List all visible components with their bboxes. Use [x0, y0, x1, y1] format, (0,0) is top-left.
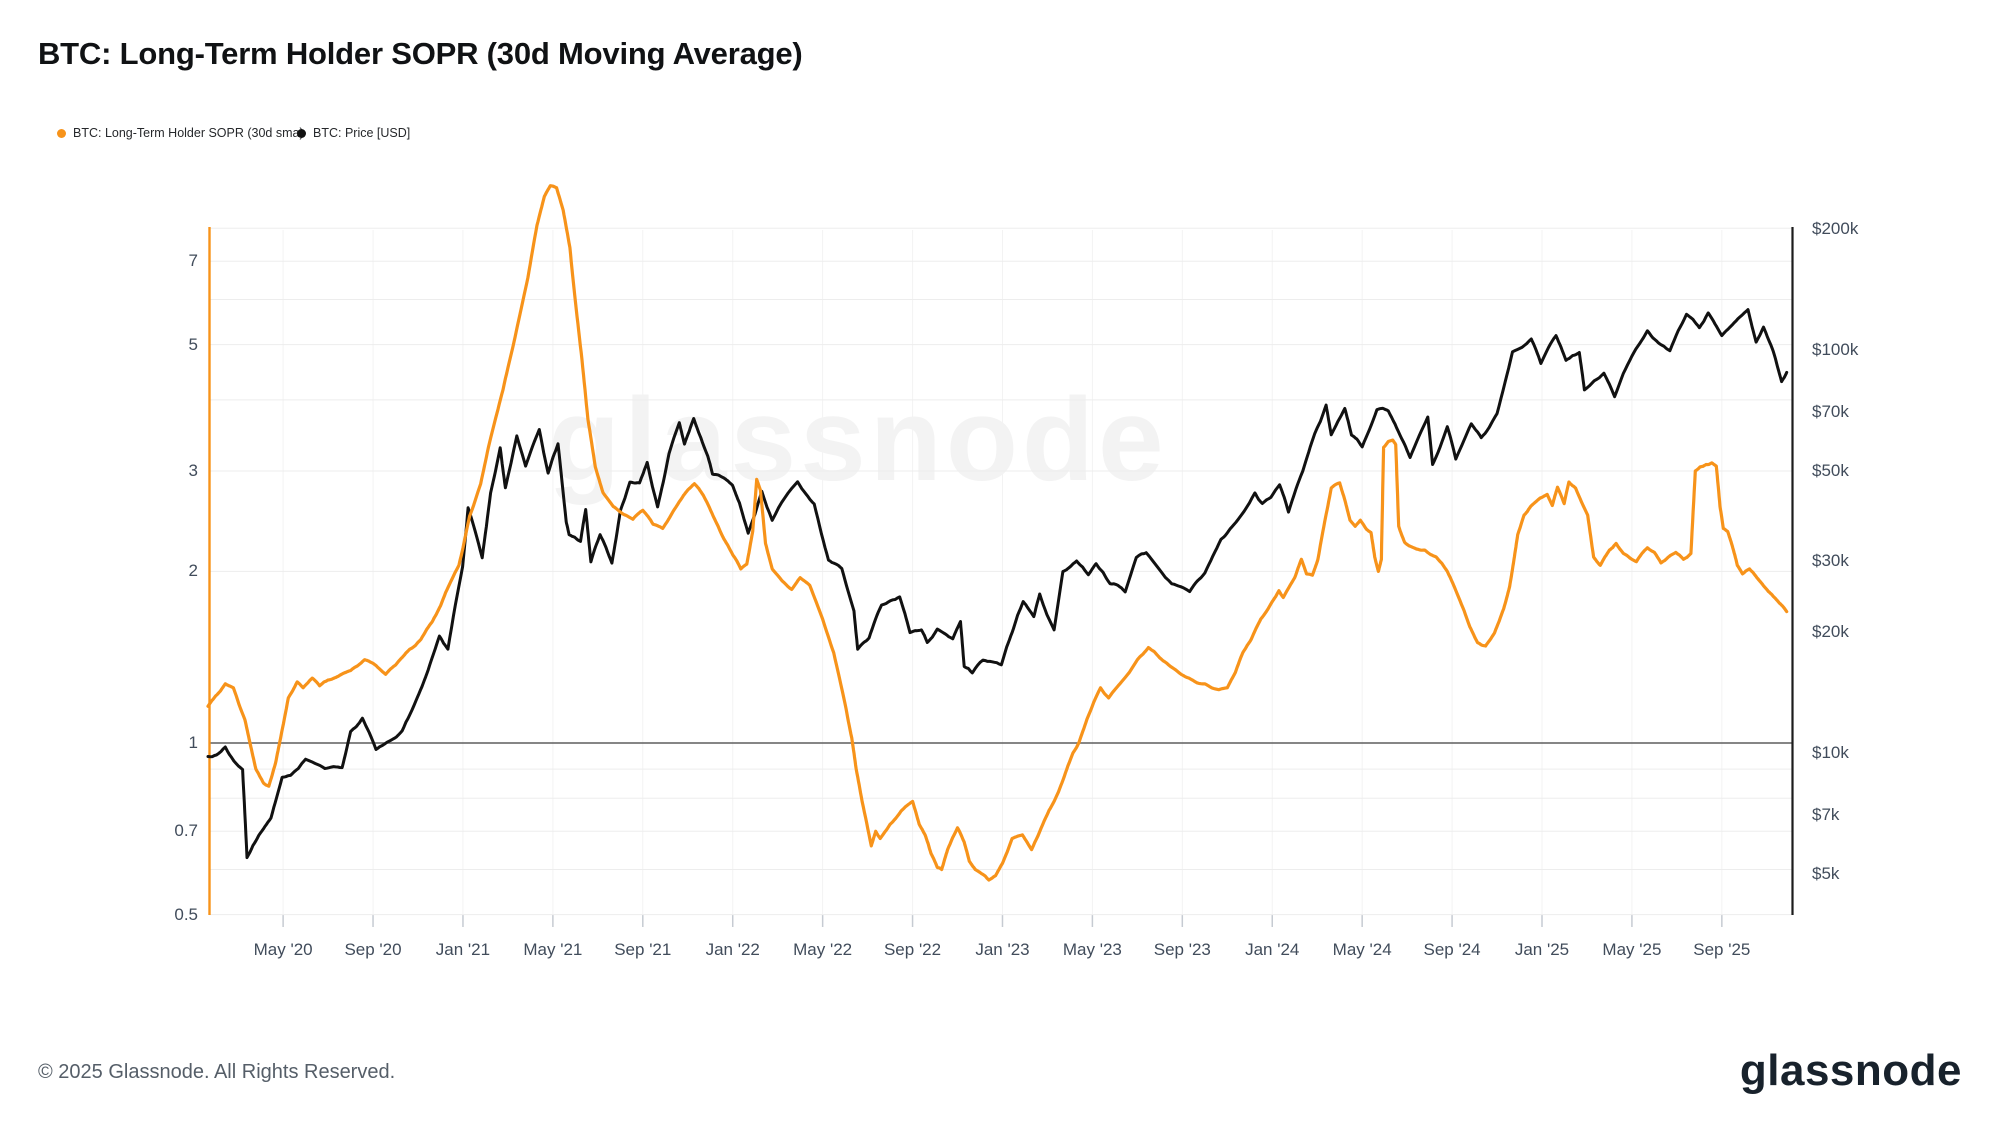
y-left-tick-label: 7 — [188, 251, 198, 271]
x-tick-label: May '25 — [1602, 940, 1662, 959]
x-tick-label: Sep '24 — [1423, 940, 1481, 959]
x-tick-label: Sep '22 — [883, 940, 942, 959]
y-right-tick-label: $100k — [1812, 340, 1859, 359]
y-right-tick-label: $200k — [1812, 218, 1859, 238]
y-left-tick-label: 1 — [188, 733, 198, 752]
y-right-tick-label: $70k — [1812, 402, 1849, 422]
x-tick-label: May '24 — [1332, 940, 1392, 959]
copyright-text: © 2025 Glassnode. All Rights Reserved. — [38, 1061, 396, 1083]
x-tick-label: May '20 — [253, 940, 313, 959]
page-title: BTC: Long-Term Holder SOPR (30d Moving A… — [38, 36, 803, 71]
legend-label-price: BTC: Price [USD] — [313, 126, 411, 140]
y-right-tick-label: $7k — [1812, 805, 1840, 825]
legend-item-sopr[interactable]: BTC: Long-Term Holder SOPR (30d sma) — [57, 126, 304, 140]
price-legend-dot-icon — [297, 128, 306, 138]
x-tick-label: Sep '23 — [1153, 940, 1211, 959]
legend-item-price[interactable]: BTC: Price [USD] — [297, 126, 410, 140]
x-tick-label: Jan '22 — [705, 940, 760, 959]
y-left-tick-label: 0.5 — [174, 904, 198, 924]
y-right-tick-label: $50k — [1812, 461, 1849, 481]
x-tick-label: Sep '21 — [614, 940, 672, 959]
sopr-legend-dot-icon — [57, 128, 66, 138]
x-tick-label: May '22 — [793, 940, 853, 959]
price-line — [206, 308, 1789, 860]
x-tick-label: Jan '24 — [1245, 940, 1300, 959]
y-left-tick-label: 2 — [188, 561, 198, 581]
x-tick-label: Jan '21 — [435, 940, 491, 959]
glassnode-logo: glassnode — [1739, 1046, 1962, 1095]
x-tick-label: May '21 — [523, 940, 583, 959]
y-left-tick-label: 5 — [188, 334, 198, 354]
y-right-tick-label: $10k — [1812, 743, 1849, 762]
x-tick-label: Sep '25 — [1693, 940, 1751, 959]
x-tick-label: Sep '20 — [344, 940, 402, 959]
y-left-tick-label: 3 — [188, 461, 198, 481]
y-left-tick-label: 0.7 — [174, 821, 198, 841]
y-right-tick-label: $20k — [1812, 621, 1849, 641]
x-tick-label: Jan '25 — [1514, 940, 1570, 959]
x-tick-label: May '23 — [1062, 940, 1122, 959]
sopr-line — [206, 184, 1789, 882]
x-tick-label: Jan '23 — [975, 940, 1030, 959]
legend-label-sopr: BTC: Long-Term Holder SOPR (30d sma) — [73, 126, 304, 140]
y-right-tick-label: $30k — [1812, 550, 1849, 570]
y-right-tick-label: $5k — [1812, 864, 1840, 884]
